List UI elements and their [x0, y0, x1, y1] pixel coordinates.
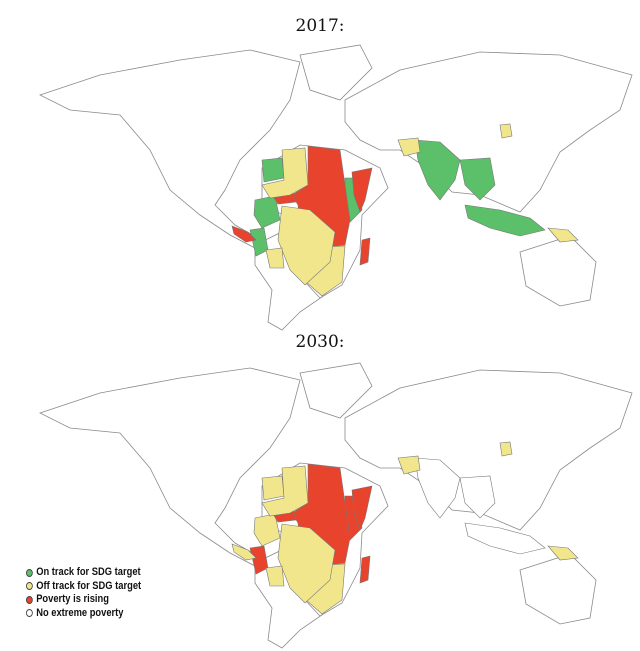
legend-item-none: No extreme poverty: [26, 607, 141, 621]
region-north-korea: [499, 123, 513, 139]
region-sahel: [261, 147, 309, 199]
legend-swatch: [26, 568, 33, 577]
legend-item-off-track: Off track for SDG target: [26, 580, 141, 594]
region-north-korea: [499, 441, 513, 457]
region-indonesia: [464, 204, 546, 237]
region-sahel: [261, 465, 309, 517]
map-title-2030: 2030:: [295, 332, 345, 352]
legend: On track for SDG target Off track for SD…: [26, 566, 141, 620]
region-afghanistan: [397, 455, 421, 475]
legend-swatch: [26, 595, 33, 604]
region-afghanistan: [397, 137, 421, 157]
region-se-asia: [459, 157, 496, 201]
region-png: [547, 545, 579, 561]
legend-item-on-track: On track for SDG target: [26, 566, 141, 580]
region-png: [547, 227, 579, 243]
region-madagascar: [359, 555, 371, 584]
region-indonesia: [464, 522, 546, 555]
region-madagascar: [359, 237, 371, 266]
region-india: [414, 457, 461, 519]
legend-swatch: [26, 609, 33, 618]
region-india: [414, 139, 461, 201]
region-central-america: [231, 543, 257, 561]
region-somalia: [351, 167, 373, 213]
region-brazil: [277, 205, 336, 286]
region-somalia: [351, 485, 373, 531]
region-brazil: [277, 523, 336, 604]
map-2017: [39, 44, 633, 331]
legend-item-rising: Poverty is rising: [26, 593, 141, 607]
region-west-africa-a: [261, 475, 285, 501]
region-bolivia: [265, 565, 285, 587]
map-2030: [39, 362, 633, 649]
region-bolivia: [265, 247, 285, 269]
region-central-america: [231, 225, 257, 243]
region-west-africa-a: [261, 157, 285, 183]
legend-swatch: [26, 582, 33, 591]
map-title-2017: 2017:: [295, 16, 345, 36]
region-se-asia: [459, 475, 496, 519]
